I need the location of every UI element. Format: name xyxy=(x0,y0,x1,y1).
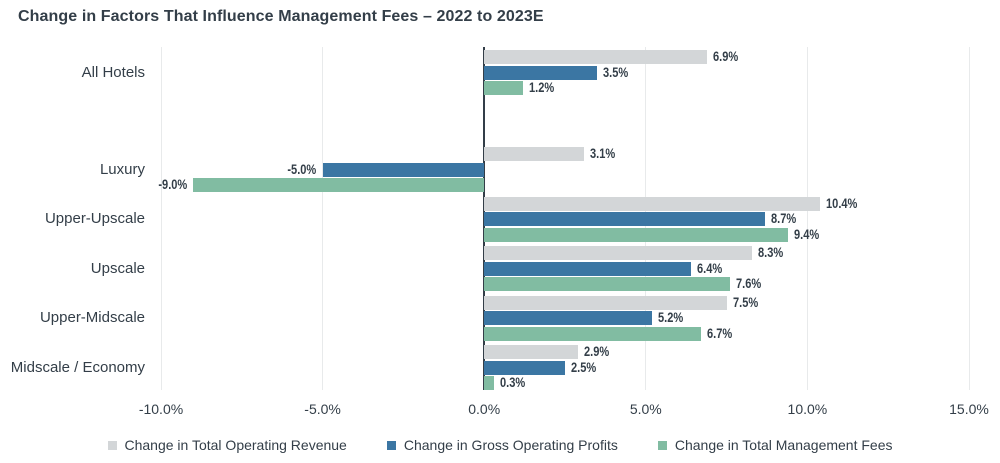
x-tick-label: 10.0% xyxy=(787,401,828,417)
bar-series-3 xyxy=(193,178,485,192)
x-tick-label: 5.0% xyxy=(629,401,662,417)
bar-value-text: 8.3% xyxy=(758,245,784,260)
bar-series-1 xyxy=(484,295,727,310)
bar-value-text: 3.1% xyxy=(590,146,616,161)
legend-swatch xyxy=(657,440,667,450)
legend-swatch xyxy=(386,440,396,450)
chart-title: Change in Factors That Influence Managem… xyxy=(18,8,544,25)
category-label: Upper-Upscale xyxy=(44,210,145,227)
bar-value-text: 0.3% xyxy=(499,375,526,390)
x-tick-label: 15.0% xyxy=(949,401,989,417)
bar-value-label: 2.9% xyxy=(584,345,615,359)
bar-value-text: 6.4% xyxy=(697,260,723,276)
bar-value-label: 5.2% xyxy=(658,311,689,325)
bar-value-text: 2.9% xyxy=(583,344,610,359)
bar-series-2 xyxy=(484,311,653,325)
bar-value-label: 8.3% xyxy=(758,246,789,260)
bar-series-2 xyxy=(322,162,485,177)
bar-value-text: 8.7% xyxy=(771,211,797,226)
bar-value-text: 6.9% xyxy=(713,49,739,64)
bar-value-text: -5.0% xyxy=(287,161,317,177)
gridline xyxy=(968,47,970,390)
bar-value-text: 1.2% xyxy=(528,80,555,95)
bar-value-label: 10.4% xyxy=(826,195,864,211)
gridline xyxy=(160,47,162,390)
bar-series-3 xyxy=(484,277,730,291)
bar-series-3 xyxy=(484,376,494,390)
bar-value-label: 9.4% xyxy=(794,226,825,242)
bar-value-text: 10.4% xyxy=(826,195,858,211)
x-tick-label: -10.0% xyxy=(138,401,184,417)
bar-series-1 xyxy=(484,147,585,161)
bar-series-3 xyxy=(484,81,523,95)
bar-series-3 xyxy=(484,326,701,341)
bar-value-text: 7.6% xyxy=(735,276,762,291)
legend-label: Change in Total Operating Revenue xyxy=(124,437,347,453)
category-label: Luxury xyxy=(99,160,145,178)
gridline xyxy=(806,47,808,390)
legend-label: Change in Gross Operating Profits xyxy=(403,437,618,453)
bar-value-label: 2.5% xyxy=(571,359,602,375)
legend-item-1: Change in Total Operating Revenue xyxy=(107,437,347,453)
bar-series-2 xyxy=(484,261,692,276)
bar-series-1 xyxy=(484,345,578,359)
bar-value-label: 6.4% xyxy=(697,260,728,276)
bar-value-text: 3.5% xyxy=(603,64,629,80)
category-label: All Hotels xyxy=(81,63,145,81)
legend-item-2: Change in Gross Operating Profits xyxy=(386,437,618,453)
bar-series-2 xyxy=(484,360,565,375)
category-label: Upper-Midscale xyxy=(39,309,145,326)
legend-item-3: Change in Total Management Fees xyxy=(657,437,893,453)
bar-value-label: 3.1% xyxy=(590,147,621,161)
bar-series-3 xyxy=(484,227,788,242)
bar-value-label: 3.5% xyxy=(603,64,634,80)
legend: Change in Total Operating Revenue Change … xyxy=(0,437,1000,453)
bar-value-label: 8.7% xyxy=(771,212,802,226)
bar-value-label: -9.0% xyxy=(152,178,187,192)
bar-value-text: -9.0% xyxy=(158,177,188,192)
bar-value-label: 0.3% xyxy=(500,376,531,390)
bar-value-label: 6.7% xyxy=(706,325,738,341)
legend-swatch xyxy=(107,440,117,450)
x-tick-label: -5.0% xyxy=(304,401,341,417)
x-tick-label: 0.0% xyxy=(468,401,501,417)
bar-value-text: 9.4% xyxy=(794,226,820,242)
legend-label: Change in Total Management Fees xyxy=(674,437,893,453)
bar-value-label: 6.9% xyxy=(713,50,744,64)
gridline xyxy=(322,47,324,390)
category-label: Midscale / Economy xyxy=(10,358,145,376)
category-label: Upscale xyxy=(90,259,145,277)
bar-series-2 xyxy=(484,65,598,80)
bar-series-1 xyxy=(484,196,821,211)
bar-value-label: 7.5% xyxy=(732,294,764,310)
bar-series-1 xyxy=(484,246,753,260)
bar-value-text: 6.7% xyxy=(706,325,732,341)
bar-value-label: -5.0% xyxy=(281,161,317,177)
bar-value-text: 7.5% xyxy=(732,294,758,310)
bar-value-text: 5.2% xyxy=(658,310,684,325)
bar-value-label: 7.6% xyxy=(736,277,767,291)
bar-series-2 xyxy=(484,212,766,226)
bar-series-1 xyxy=(484,50,708,64)
bar-value-text: 2.5% xyxy=(571,359,597,375)
bar-value-label: 1.2% xyxy=(529,81,560,95)
